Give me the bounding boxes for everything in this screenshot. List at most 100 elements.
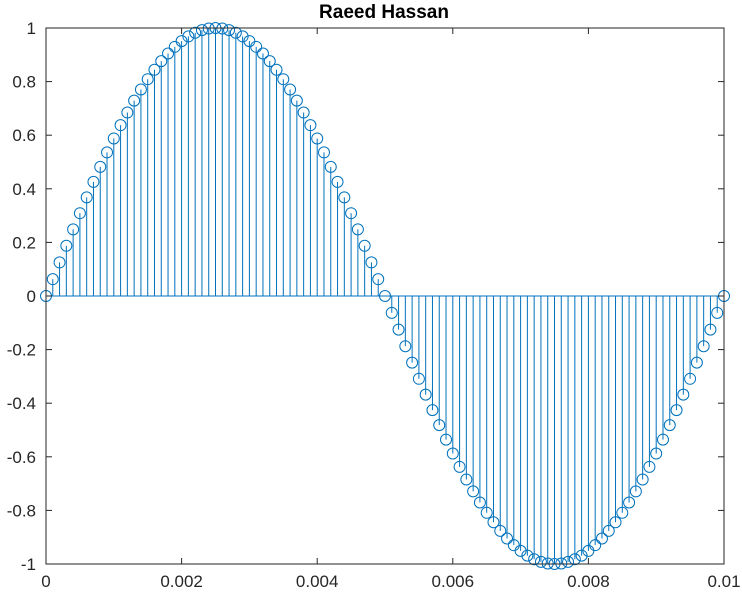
stem-marker xyxy=(134,83,147,96)
stem-marker xyxy=(623,496,636,509)
stem-marker xyxy=(297,106,310,119)
stem-marker xyxy=(487,516,500,529)
stem-marker xyxy=(162,47,175,60)
stem-series xyxy=(40,22,730,570)
stem-marker xyxy=(223,24,236,37)
stem-marker xyxy=(392,323,405,336)
y-tick-label: 0.6 xyxy=(12,126,36,145)
stem-marker xyxy=(60,239,73,252)
stem-marker xyxy=(711,306,724,319)
stem-marker xyxy=(53,256,66,269)
stem-marker xyxy=(101,146,114,159)
stem-marker xyxy=(148,63,161,76)
chart-title: Raeed Hassan xyxy=(319,2,449,23)
stem-marker xyxy=(555,557,568,570)
stem-marker xyxy=(616,506,629,519)
y-tick-label: -1 xyxy=(21,555,36,574)
stem-marker xyxy=(304,119,317,132)
stem-marker xyxy=(663,419,676,432)
stem-marker xyxy=(534,555,547,568)
stem-marker xyxy=(67,223,80,236)
stem-marker xyxy=(236,30,249,43)
x-tick-label: 0.004 xyxy=(296,572,339,591)
stem-marker xyxy=(372,273,385,286)
stem-marker xyxy=(446,447,459,460)
stem-marker xyxy=(643,460,656,473)
stem-marker xyxy=(317,146,330,159)
stem-marker xyxy=(345,207,358,220)
stem-marker xyxy=(453,460,466,473)
stem-marker xyxy=(568,553,581,566)
y-tick-label: 0.2 xyxy=(12,233,36,252)
stem-marker xyxy=(365,256,378,269)
stem-marker xyxy=(94,160,107,173)
stem-marker xyxy=(128,94,141,107)
stem-marker xyxy=(121,106,134,119)
axes: 0 0.002 0.004 0.006 0.008 0.01 -1 -0.8 -0.6 -0.4 -… xyxy=(7,19,741,591)
stem-marker xyxy=(107,132,120,145)
stem-marker xyxy=(399,340,412,353)
stem-marker xyxy=(277,73,290,86)
stem-marker xyxy=(311,132,324,145)
stem-marker xyxy=(656,433,669,446)
stem-marker xyxy=(216,22,229,35)
stem-marker xyxy=(80,191,93,204)
stem-marker xyxy=(650,447,663,460)
stem-marker xyxy=(338,191,351,204)
stem-marker xyxy=(229,26,242,39)
stem-marker xyxy=(87,175,100,188)
stem-marker xyxy=(270,63,283,76)
stem-marker xyxy=(528,553,541,566)
stem-marker xyxy=(636,473,649,486)
x-tick-label: 0.006 xyxy=(432,572,475,591)
stem-marker xyxy=(263,55,276,68)
stem-marker xyxy=(358,239,371,252)
x-tick-label: 0.008 xyxy=(567,572,610,591)
y-tick-label: -0.6 xyxy=(7,448,36,467)
x-tick-label: 0.002 xyxy=(160,572,203,591)
stem-marker xyxy=(290,94,303,107)
y-tick-label: 1 xyxy=(27,19,36,38)
stem-marker xyxy=(331,175,344,188)
y-tick-label: 0.8 xyxy=(12,73,36,92)
stem-marker xyxy=(589,539,602,552)
stem-marker xyxy=(704,323,717,336)
stem-marker xyxy=(602,524,615,537)
stem-marker xyxy=(379,290,391,302)
stem-marker xyxy=(433,419,446,432)
stem-marker xyxy=(195,24,208,37)
stem-marker xyxy=(467,485,480,498)
y-tick-label: -0.2 xyxy=(7,341,36,360)
stem-marker xyxy=(690,356,703,369)
x-tick-label: 0.01 xyxy=(707,572,740,591)
stem-marker xyxy=(250,40,263,53)
stem-marker xyxy=(697,340,710,353)
stem-marker xyxy=(521,549,534,562)
stem-marker xyxy=(175,35,188,48)
stem-marker xyxy=(629,485,642,498)
stem-marker xyxy=(155,55,168,68)
stem-marker xyxy=(501,532,514,545)
y-tick-label: -0.8 xyxy=(7,501,36,520)
y-tick-label: 0 xyxy=(27,287,36,306)
stem-marker xyxy=(440,433,453,446)
stem-marker xyxy=(202,22,215,35)
stem-marker xyxy=(73,207,86,220)
stem-marker xyxy=(426,404,439,417)
stem-marker xyxy=(412,372,425,385)
y-tick-label: 0.4 xyxy=(12,180,36,199)
stem-marker xyxy=(677,388,690,401)
stem-marker xyxy=(324,160,337,173)
stem-marker xyxy=(575,549,588,562)
stem-marker xyxy=(284,83,297,96)
x-tick-label: 0 xyxy=(41,572,50,591)
stem-marker xyxy=(351,223,364,236)
stem-marker xyxy=(182,30,195,43)
stem-marker xyxy=(473,496,486,509)
stem-marker xyxy=(419,388,432,401)
stem-marker xyxy=(562,555,575,568)
stem-marker xyxy=(670,404,683,417)
stem-marker xyxy=(480,506,493,519)
stem-marker xyxy=(514,544,527,557)
stem-marker xyxy=(189,26,202,39)
